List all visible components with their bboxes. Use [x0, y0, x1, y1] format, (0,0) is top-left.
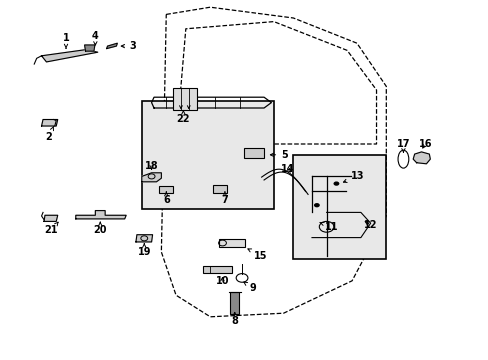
Polygon shape — [106, 43, 117, 49]
Polygon shape — [41, 50, 98, 62]
Polygon shape — [41, 120, 58, 126]
Bar — [159, 186, 172, 193]
Polygon shape — [142, 173, 161, 182]
Polygon shape — [136, 235, 152, 242]
Text: 19: 19 — [137, 244, 151, 257]
Bar — [203, 266, 232, 273]
Text: 1: 1 — [62, 33, 69, 48]
Text: 18: 18 — [144, 161, 158, 171]
Polygon shape — [84, 45, 95, 51]
Text: 16: 16 — [418, 139, 431, 149]
Text: 15: 15 — [247, 249, 267, 261]
Text: 3: 3 — [121, 41, 136, 51]
Text: 14: 14 — [281, 164, 294, 174]
Text: 10: 10 — [215, 276, 229, 286]
Text: 22: 22 — [176, 111, 190, 124]
Text: 9: 9 — [244, 282, 256, 293]
Text: 12: 12 — [364, 220, 377, 230]
Bar — [244, 148, 264, 158]
Text: 2: 2 — [45, 126, 54, 142]
Text: 6: 6 — [163, 192, 169, 205]
Bar — [212, 185, 227, 193]
Circle shape — [313, 203, 319, 207]
Text: 4: 4 — [92, 31, 99, 45]
Text: 21: 21 — [44, 222, 58, 235]
Text: 13: 13 — [343, 171, 364, 183]
Polygon shape — [76, 211, 126, 219]
Bar — [230, 292, 239, 314]
Bar — [172, 88, 197, 110]
Bar — [218, 239, 245, 247]
Text: 5: 5 — [270, 150, 287, 160]
Text: 7: 7 — [221, 192, 228, 205]
Polygon shape — [44, 215, 58, 221]
Bar — [293, 155, 386, 259]
Text: 11: 11 — [319, 222, 338, 232]
Polygon shape — [412, 152, 429, 164]
Bar — [142, 101, 273, 209]
Text: 20: 20 — [93, 222, 107, 235]
Circle shape — [333, 181, 339, 186]
Text: 17: 17 — [396, 139, 409, 152]
Text: 8: 8 — [231, 312, 238, 326]
